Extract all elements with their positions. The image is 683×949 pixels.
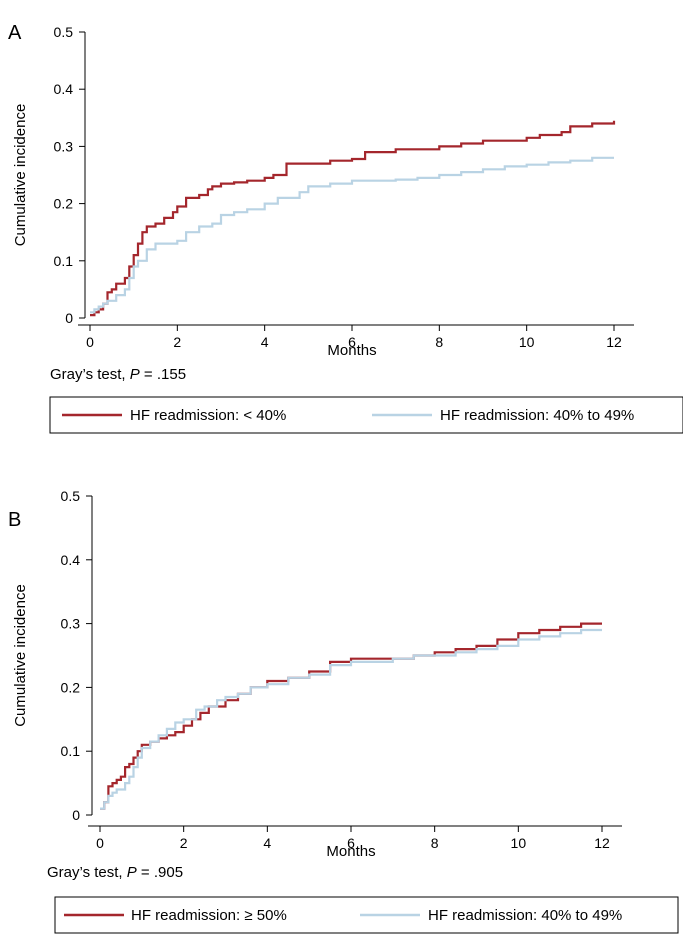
panel-b-x-tick-label: 6 — [347, 835, 355, 851]
panel-b-y-tick-label: 0.5 — [61, 488, 81, 504]
panel-a-x-tick-label: 8 — [435, 334, 443, 350]
panel-a-y-tick-label: 0.5 — [54, 24, 74, 40]
panel-a-series-1-curve — [90, 120, 616, 317]
panel-b-series-1-curve — [100, 622, 602, 810]
panel-b-x-axis-title: Months — [326, 843, 375, 860]
panel-b-letter: B — [8, 509, 21, 531]
panel-b-x-tick-label: 4 — [263, 835, 271, 851]
panel-b-grays-test-note: Gray’s test, P = .905 — [47, 864, 183, 881]
panel-a-y-axis-title: Cumulative incidence — [12, 104, 29, 247]
panel-b-y-tick-label: 0.1 — [61, 743, 81, 759]
panel-a: A Gray’s test, P = .155 HF readmission: … — [8, 22, 683, 434]
panel-a-y-tick-label: 0.3 — [54, 138, 74, 154]
panel-b-y-tick-label: 0.4 — [61, 552, 81, 568]
panel-a-x-tick-label: 0 — [86, 334, 94, 350]
panel-a-x-tick-label: 6 — [348, 334, 356, 350]
panel-a-y-tick-label: 0 — [65, 310, 73, 326]
panel-a-y-tick-label: 0.1 — [54, 253, 74, 269]
panel-b-x-tick-label: 10 — [511, 835, 527, 851]
panel-a-x-tick-label: 12 — [606, 334, 622, 350]
panel-a-legend-label-2: HF readmission: 40% to 49% — [440, 407, 634, 424]
panel-a-series-2-curve — [90, 156, 614, 314]
panel-b-y-tick-label: 0 — [72, 807, 80, 823]
panel-a-grays-test-note: Gray’s test, P = .155 — [50, 366, 186, 383]
panel-a-y-tick-label: 0.4 — [54, 81, 74, 97]
panel-b-x-tick-label: 12 — [594, 835, 610, 851]
panel-b-y-tick-label: 0.2 — [61, 679, 81, 695]
panel-b-y-axis-title: Cumulative incidence — [12, 584, 29, 727]
panel-b-y-tick-label: 0.3 — [61, 616, 81, 632]
panel-b-legend-box — [54, 896, 679, 934]
panel-a-legend-label-1: HF readmission: < 40% — [130, 407, 286, 424]
panel-b-legend-label-2: HF readmission: 40% to 49% — [428, 907, 622, 924]
panel-a-x-tick-label: 10 — [519, 334, 535, 350]
panel-a-y-tick-label: 0.2 — [54, 196, 74, 212]
panel-a-legend-box — [49, 396, 683, 434]
panel-a-x-tick-label: 2 — [173, 334, 181, 350]
panel-b-series-2-curve — [100, 628, 602, 810]
panel-b-x-tick-label: 2 — [180, 835, 188, 851]
panel-b-x-tick-label: 8 — [431, 835, 439, 851]
panel-b-x-tick-label: 0 — [96, 835, 104, 851]
panel-a-letter: A — [8, 22, 22, 44]
panel-b: B Gray’s test, P = .905 HF readmission: … — [8, 488, 679, 934]
panel-b-legend-label-1: HF readmission: ≥ 50% — [131, 907, 287, 924]
panel-a-x-tick-label: 4 — [261, 334, 269, 350]
panel-a-x-axis-title: Months — [327, 342, 376, 359]
